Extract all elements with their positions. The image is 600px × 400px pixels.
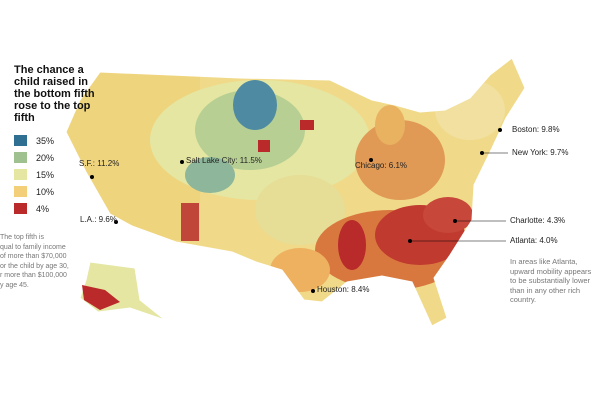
- city-label: Atlanta: 4.0%: [510, 236, 558, 245]
- city-label: Salt Lake City: 11.5%: [186, 156, 262, 165]
- city-label: Chicago: 6.1%: [355, 161, 407, 170]
- note-line: The top fifth is: [0, 234, 44, 241]
- legend-label: 20%: [36, 152, 55, 163]
- note-line: r more than $100,000: [0, 272, 67, 279]
- legend-item: 4%: [14, 200, 54, 217]
- legend-item: 10%: [14, 183, 54, 200]
- legend: 35% 20% 15% 10% 4%: [14, 132, 54, 217]
- leader-lines: [410, 152, 508, 242]
- legend-label: 10%: [36, 186, 55, 197]
- legend-item: 15%: [14, 166, 54, 183]
- note-line: or the child by age 30,: [0, 262, 69, 270]
- legend-label: 15%: [36, 169, 55, 180]
- note-line: of more than $70,000: [0, 253, 67, 260]
- city-markers: [90, 128, 502, 293]
- legend-swatch: [14, 169, 27, 180]
- city-label: S.F.: 11.2%: [79, 159, 119, 168]
- city-label: Charlotte: 4.3%: [510, 216, 565, 225]
- legend-item: 20%: [14, 149, 54, 166]
- city-label: Boston: 9.8%: [512, 125, 560, 134]
- note-line: qual to family income: [0, 243, 66, 251]
- city-label: New York: 9.7%: [512, 148, 568, 157]
- legend-swatch: [14, 203, 27, 214]
- note-line: y age 45.: [0, 281, 29, 289]
- legend-item: 35%: [14, 132, 54, 149]
- note-left: The top fifth is qual to family income of …: [0, 233, 69, 290]
- legend-swatch: [14, 135, 27, 146]
- city-label: L.A.: 9.6%: [80, 215, 117, 224]
- city-label: Houston: 8.4%: [317, 285, 369, 294]
- title: The chance a child raised in the bottom …: [14, 64, 95, 124]
- legend-swatch: [14, 152, 27, 163]
- legend-label: 4%: [36, 203, 50, 214]
- alaska-region: [82, 285, 120, 310]
- legend-label: 35%: [36, 135, 55, 146]
- note-right: In areas like Atlanta, upward mobility a…: [510, 257, 592, 304]
- us-outline: [65, 57, 526, 327]
- legend-swatch: [14, 186, 27, 197]
